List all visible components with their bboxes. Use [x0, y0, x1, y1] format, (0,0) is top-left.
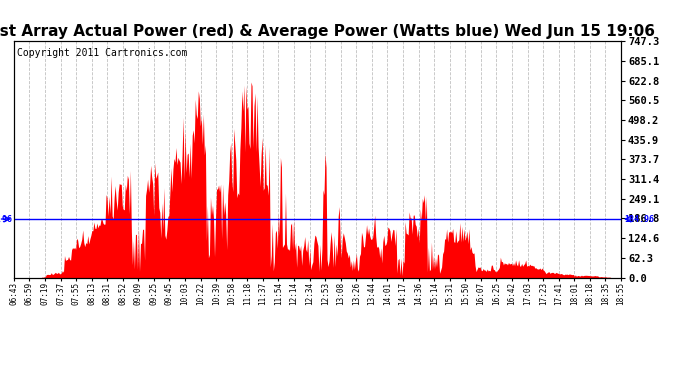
Text: 184.96: 184.96 [624, 214, 654, 223]
Text: Copyright 2011 Cartronics.com: Copyright 2011 Cartronics.com [17, 48, 187, 58]
Text: 184.96: 184.96 [0, 214, 12, 223]
Title: East Array Actual Power (red) & Average Power (Watts blue) Wed Jun 15 19:06: East Array Actual Power (red) & Average … [0, 24, 656, 39]
